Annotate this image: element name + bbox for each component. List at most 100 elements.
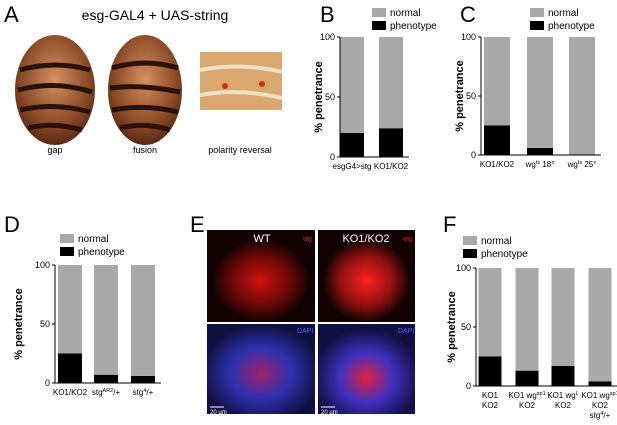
bar-segment bbox=[478, 356, 502, 386]
x-tick-label: KO2 bbox=[519, 401, 536, 410]
x-tick-label: stgAR2/+ bbox=[92, 388, 121, 397]
label-part: /+ bbox=[603, 411, 610, 420]
scale-label: 20 µm bbox=[321, 410, 338, 416]
legend-label: normal bbox=[548, 8, 579, 19]
label-part: KO1 wg bbox=[547, 391, 575, 400]
label-part: esgG4>stg bbox=[333, 162, 372, 171]
bar-segment bbox=[551, 365, 575, 386]
image-label: gap bbox=[47, 145, 62, 155]
legend-label: phenotype bbox=[548, 21, 595, 32]
legend-label: normal bbox=[390, 8, 421, 19]
y-axis-label: % penetrance bbox=[13, 288, 25, 360]
label-part: 25° bbox=[582, 160, 596, 169]
bar-segment bbox=[484, 125, 510, 155]
legend-label: normal bbox=[78, 234, 109, 245]
label-part: /+ bbox=[113, 388, 120, 397]
label-part: AR2 bbox=[103, 388, 114, 394]
y-tick-label: 100 bbox=[456, 263, 471, 273]
bar-segment bbox=[379, 128, 403, 157]
micrograph bbox=[318, 230, 415, 322]
y-tick-label: 50 bbox=[325, 92, 335, 102]
bar-segment bbox=[478, 268, 502, 357]
label-part: sp1 bbox=[537, 391, 546, 397]
label-part: ts bbox=[578, 160, 583, 166]
x-tick-label: wgts 25° bbox=[567, 160, 597, 169]
x-tick-label: KO2 bbox=[592, 401, 609, 410]
channel-label: wg bbox=[302, 236, 312, 243]
legend-swatch bbox=[372, 8, 386, 17]
y-tick-label: 50 bbox=[466, 91, 476, 101]
x-tick-label: stg4/+ bbox=[133, 388, 154, 397]
panel-letter: A bbox=[4, 2, 19, 27]
legend-label: phenotype bbox=[390, 21, 437, 32]
legend-swatch bbox=[530, 8, 544, 17]
y-tick-label: 50 bbox=[40, 319, 50, 329]
x-tick-label: KO1 wgsp1 bbox=[508, 391, 545, 400]
y-axis-label: % penetrance bbox=[313, 61, 325, 133]
label-part: stg bbox=[92, 388, 103, 397]
x-tick-label: KO1 bbox=[482, 391, 499, 400]
label-part: ts bbox=[536, 160, 541, 166]
legend-swatch bbox=[530, 21, 544, 30]
legend-swatch bbox=[463, 249, 477, 258]
x-tick-label: esgG4>stg bbox=[333, 162, 372, 171]
micrograph bbox=[207, 230, 315, 322]
bar-segment bbox=[569, 37, 595, 155]
label-part: L bbox=[576, 391, 579, 397]
cuticle-image bbox=[199, 52, 283, 110]
scale-label: 20 µm bbox=[210, 410, 227, 416]
bar-segment bbox=[588, 268, 612, 382]
y-tick-label: 100 bbox=[320, 32, 335, 42]
panel-letter: C bbox=[460, 2, 476, 27]
label-part: sp1 bbox=[610, 391, 617, 397]
micrograph bbox=[318, 324, 415, 414]
x-tick-label: KO1/KO2 bbox=[480, 160, 515, 169]
y-tick-label: 100 bbox=[461, 32, 476, 42]
y-tick-label: 0 bbox=[45, 378, 50, 388]
image-label: fusion bbox=[133, 145, 157, 155]
label-part: KO2 bbox=[592, 401, 609, 410]
bar-segment bbox=[58, 265, 82, 354]
y-tick-label: 50 bbox=[461, 322, 471, 332]
label-part: wg bbox=[567, 160, 578, 169]
bar-segment bbox=[58, 353, 82, 383]
bar-segment bbox=[131, 375, 155, 383]
channel-label: wg bbox=[402, 236, 412, 243]
bar-segment bbox=[588, 381, 612, 386]
x-tick-label: stg4/+ bbox=[590, 411, 611, 420]
column-label: KO1/KO2 bbox=[342, 233, 389, 245]
image-label: polarity reversal bbox=[208, 145, 272, 155]
bar-segment bbox=[527, 37, 553, 148]
label-part: wg bbox=[525, 160, 536, 169]
x-tick-label: KO1/KO2 bbox=[374, 162, 409, 171]
label-part: KO1/KO2 bbox=[480, 160, 515, 169]
label-part: KO2 bbox=[519, 401, 536, 410]
y-tick-label: 0 bbox=[466, 381, 471, 391]
label-part: KO2 bbox=[555, 401, 572, 410]
panel-letter: E bbox=[190, 212, 205, 237]
label-part: 4 bbox=[600, 411, 603, 417]
fly-image bbox=[108, 35, 182, 145]
micrograph bbox=[207, 324, 315, 414]
x-tick-label: KO1 wgL bbox=[547, 391, 579, 400]
bar-segment bbox=[515, 370, 539, 386]
panel-title: esg-GAL4 + UAS-string bbox=[82, 7, 229, 23]
y-tick-label: 0 bbox=[330, 152, 335, 162]
bar-segment bbox=[379, 37, 403, 129]
panel-letter: B bbox=[320, 2, 335, 27]
x-tick-label: KO2 bbox=[555, 401, 572, 410]
label-part: 4 bbox=[143, 388, 146, 394]
bar-segment bbox=[94, 265, 118, 375]
legend-label: phenotype bbox=[481, 249, 528, 260]
y-tick-label: 0 bbox=[471, 150, 476, 160]
bar-segment bbox=[484, 37, 510, 126]
channel-label: DAPI bbox=[398, 328, 414, 335]
label-part: KO2 bbox=[482, 401, 499, 410]
bar-segment bbox=[551, 268, 575, 366]
legend-swatch bbox=[60, 234, 74, 243]
label-part: KO1/KO2 bbox=[53, 388, 88, 397]
legend-swatch bbox=[60, 247, 74, 256]
bar-segment bbox=[515, 268, 539, 371]
y-tick-label: 100 bbox=[35, 260, 50, 270]
